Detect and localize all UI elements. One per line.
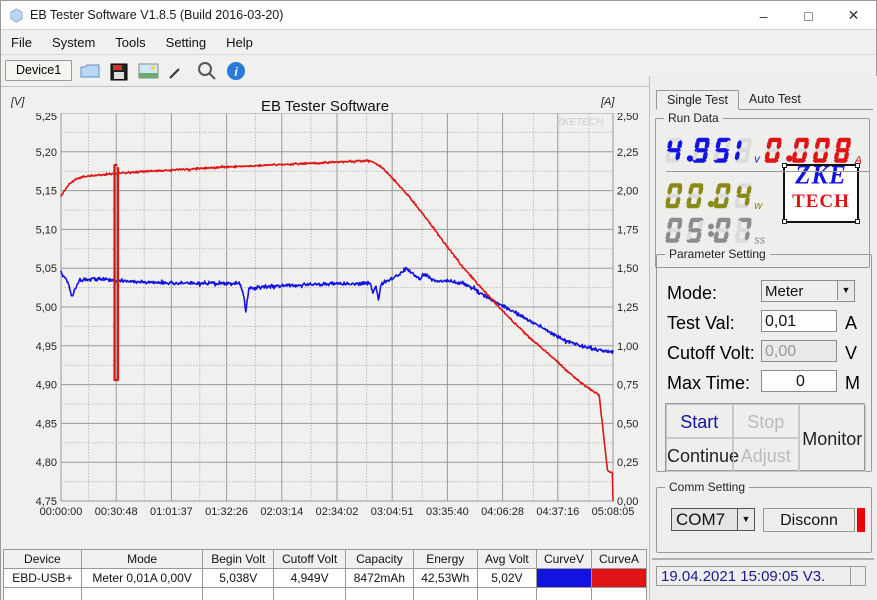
svg-text:5,15: 5,15 xyxy=(36,186,57,198)
svg-text:00:30:48: 00:30:48 xyxy=(95,506,138,518)
svg-text:05:08:05: 05:08:05 xyxy=(592,506,635,518)
svg-text:4,85: 4,85 xyxy=(36,418,57,430)
svg-text:ZKETECH.: ZKETECH. xyxy=(556,117,606,128)
svg-text:2,25: 2,25 xyxy=(617,147,638,159)
svg-text:A: A xyxy=(854,155,862,167)
svg-text:5,05: 5,05 xyxy=(36,263,57,275)
svg-text:5,25: 5,25 xyxy=(36,113,57,123)
svg-text:00:00:00: 00:00:00 xyxy=(40,506,83,518)
svg-text:5,20: 5,20 xyxy=(36,147,57,159)
svg-text:v: v xyxy=(754,154,761,166)
svg-text:5,10: 5,10 xyxy=(36,224,57,236)
svg-text:5,00: 5,00 xyxy=(36,302,57,314)
svg-text:0,25: 0,25 xyxy=(617,457,638,469)
svg-text:4,90: 4,90 xyxy=(36,380,57,392)
svg-text:4,80: 4,80 xyxy=(36,457,57,469)
svg-text:01:32:26: 01:32:26 xyxy=(205,506,248,518)
svg-text:2,00: 2,00 xyxy=(617,186,638,198)
svg-text:03:35:40: 03:35:40 xyxy=(426,506,469,518)
svg-text:03:04:51: 03:04:51 xyxy=(371,506,414,518)
svg-text:0,50: 0,50 xyxy=(617,418,638,430)
svg-text:4,95: 4,95 xyxy=(36,341,57,353)
svg-text:04:06:28: 04:06:28 xyxy=(481,506,524,518)
svg-text:1,50: 1,50 xyxy=(617,263,638,275)
svg-text:04:37:16: 04:37:16 xyxy=(536,506,579,518)
svg-text:02:03:14: 02:03:14 xyxy=(260,506,303,518)
svg-text:01:01:37: 01:01:37 xyxy=(150,506,193,518)
svg-text:1,75: 1,75 xyxy=(617,224,638,236)
svg-text:ss: ss xyxy=(754,235,766,247)
svg-text:02:34:02: 02:34:02 xyxy=(316,506,359,518)
svg-text:1,25: 1,25 xyxy=(617,302,638,314)
svg-text:w: w xyxy=(754,200,763,212)
svg-text:0,75: 0,75 xyxy=(617,380,638,392)
svg-text:2,50: 2,50 xyxy=(617,113,638,123)
svg-text:1,00: 1,00 xyxy=(617,341,638,353)
